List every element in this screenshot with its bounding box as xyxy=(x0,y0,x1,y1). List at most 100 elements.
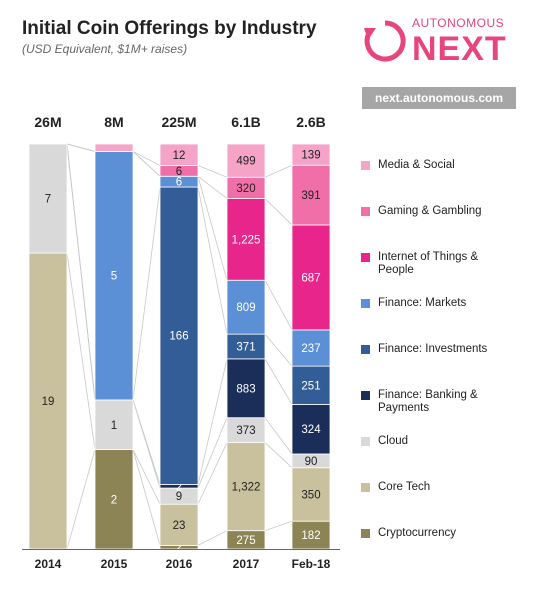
legend-swatch xyxy=(361,207,370,216)
connector-line xyxy=(264,358,293,405)
data-label: 7 xyxy=(45,194,51,206)
data-label: 809 xyxy=(236,302,255,314)
legend-item: Cloud xyxy=(361,435,508,448)
connector-line xyxy=(66,252,96,450)
refresh-ring-icon xyxy=(364,20,406,62)
legend-label: Finance: Investments xyxy=(378,343,488,355)
chart-legend: Media & Social Gaming & Gambling Internet … xyxy=(361,0,555,589)
legend-swatch xyxy=(361,391,370,400)
legend-item: Finance: Investments xyxy=(361,343,508,356)
logo-top-text: AUTONOMOUS xyxy=(412,16,505,30)
legend-item: Core Tech xyxy=(361,481,508,494)
connector-line xyxy=(197,358,228,485)
connector-line xyxy=(66,449,96,550)
legend-item: Internet of Things & People xyxy=(361,251,508,277)
data-label: 1 xyxy=(111,420,117,432)
connector-line xyxy=(197,530,228,546)
stacked-bar-chart: 19726M20142158M2015223921666612225M20162… xyxy=(22,114,340,571)
legend-item: Media & Social xyxy=(361,159,508,172)
total-label: 225M xyxy=(161,114,196,130)
data-label: 687 xyxy=(301,272,320,284)
bar-segment xyxy=(226,417,266,443)
bar-segment xyxy=(291,520,331,550)
bar-segment xyxy=(291,329,331,367)
bar-segment xyxy=(94,151,134,401)
connector-line xyxy=(197,175,228,199)
data-label: 19 xyxy=(42,396,55,408)
legend-label: Finance: Banking & Payments xyxy=(378,389,478,414)
connector-line xyxy=(132,186,161,400)
bar-segment xyxy=(291,224,331,331)
data-label: 139 xyxy=(301,150,320,162)
data-label: 391 xyxy=(301,190,320,202)
data-label: 883 xyxy=(236,383,255,395)
legend-label: Cloud xyxy=(378,435,409,447)
connector-line xyxy=(197,417,228,489)
connector-line xyxy=(264,280,293,331)
legend-label: Media & Social xyxy=(378,159,455,171)
logo-main-text: NEXT xyxy=(412,30,507,68)
connector-line xyxy=(264,164,293,178)
legend-swatch xyxy=(361,299,370,308)
data-label: 350 xyxy=(301,489,320,501)
legend-swatch xyxy=(361,345,370,354)
data-label: 2 xyxy=(176,542,182,554)
data-label: 371 xyxy=(236,342,255,354)
legend-label: Core Tech xyxy=(378,481,431,493)
chart-title: Initial Coin Offerings by Industry xyxy=(22,18,317,39)
data-label: 90 xyxy=(305,456,318,468)
chart-subtitle: (USD Equivalent, $1M+ raises) xyxy=(22,42,188,56)
bar-segment xyxy=(159,503,199,546)
legend-item: Gaming & Gambling xyxy=(361,205,508,218)
legend-item: Finance: Banking & Payments xyxy=(361,389,508,415)
data-label: 237 xyxy=(301,343,320,355)
data-label: 1,322 xyxy=(232,482,261,494)
connector-line xyxy=(264,417,293,455)
total-label: 6.1B xyxy=(231,114,261,130)
brand-logo: AUTONOMOUS NEXT xyxy=(362,10,537,74)
bar-segment xyxy=(28,143,68,254)
connector-line xyxy=(66,143,96,400)
x-tick-label: 2015 xyxy=(101,557,128,571)
bar-segment xyxy=(291,365,331,405)
x-tick-label: 2016 xyxy=(166,557,193,571)
bar-segment xyxy=(94,143,134,152)
bar-segment xyxy=(226,198,266,281)
connector-line xyxy=(264,333,293,367)
bar-segment xyxy=(291,404,331,455)
data-label: 166 xyxy=(169,331,188,343)
connector-line xyxy=(132,151,161,177)
data-label: 5 xyxy=(111,271,117,283)
x-tick-label: 2014 xyxy=(35,557,62,571)
website-url[interactable]: next.autonomous.com xyxy=(362,87,516,109)
total-label: 2.6B xyxy=(296,114,326,130)
data-label: 6 xyxy=(176,177,182,189)
bar-segment xyxy=(94,399,134,451)
data-label: 275 xyxy=(236,535,255,547)
data-label: 320 xyxy=(236,183,255,195)
data-label: 12 xyxy=(173,150,186,162)
data-label: 324 xyxy=(301,424,321,436)
bar-segment xyxy=(159,186,199,485)
connector-line xyxy=(132,449,161,505)
data-label: 1,225 xyxy=(232,234,261,246)
legend-swatch xyxy=(361,483,370,492)
total-label: 26M xyxy=(34,114,61,130)
legend-swatch xyxy=(361,161,370,170)
connector-line xyxy=(132,399,161,485)
data-label: 182 xyxy=(301,530,320,542)
connector-line xyxy=(66,143,96,152)
legend-label: Gaming & Gambling xyxy=(378,205,482,217)
data-label: 2 xyxy=(176,481,182,493)
bar-segment xyxy=(291,143,331,166)
bar-segment xyxy=(291,467,331,522)
legend-item: Finance: Markets xyxy=(361,297,508,310)
legend-swatch xyxy=(361,437,370,446)
connector-line xyxy=(197,442,228,505)
connector-line xyxy=(264,520,293,532)
connector-line xyxy=(132,151,161,166)
legend-label: Finance: Markets xyxy=(378,297,467,309)
x-tick-label: Feb-18 xyxy=(292,557,331,571)
legend-label: Cryptocurrency xyxy=(378,527,456,539)
bar-segment xyxy=(226,333,266,360)
